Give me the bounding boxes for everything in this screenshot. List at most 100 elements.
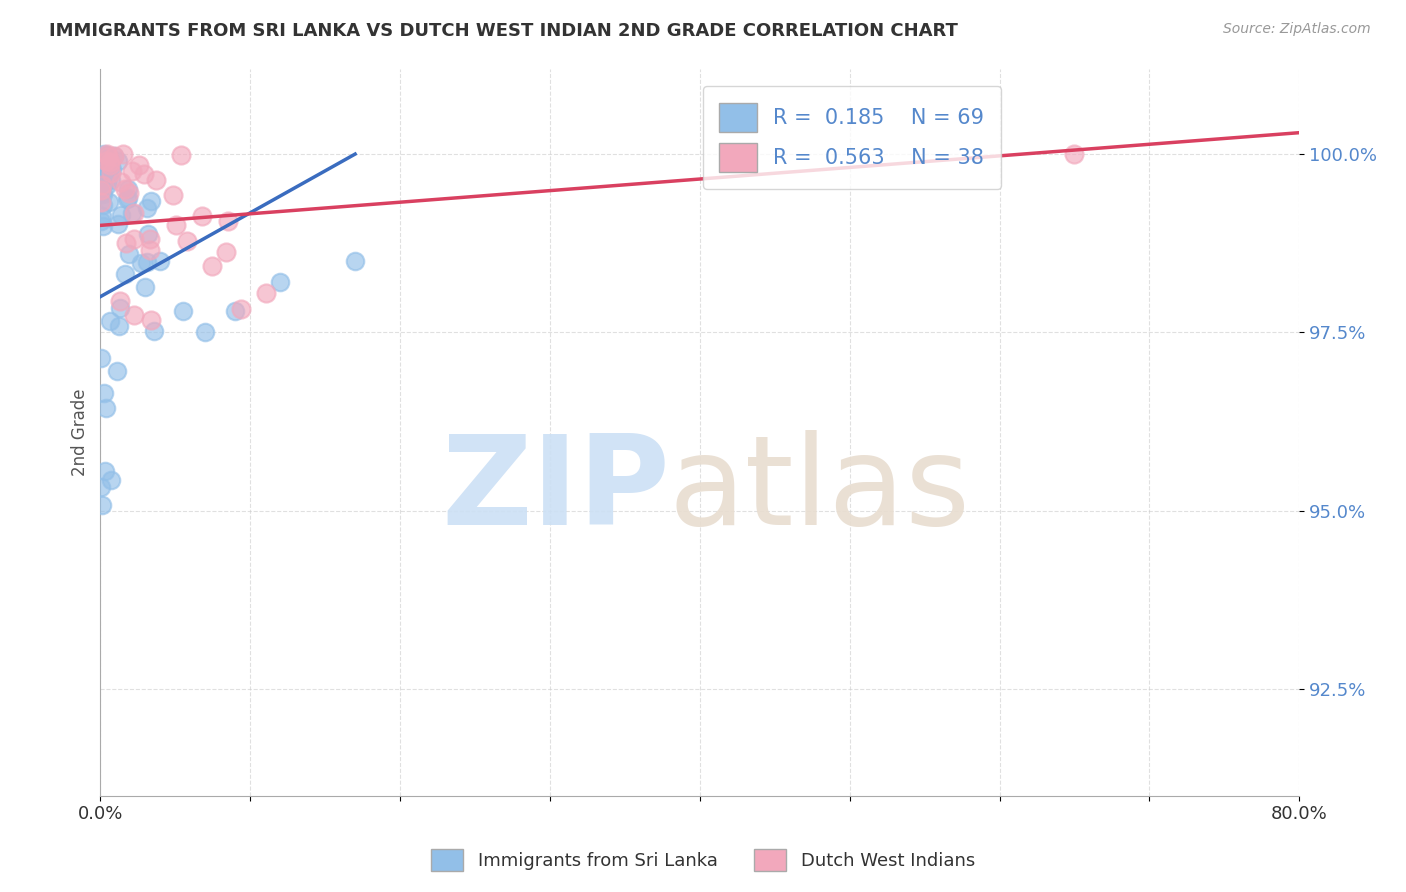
Point (115, 192, 138, 206)
Point (90, 173, 112, 187)
Point (94, 401, 117, 416)
Point (136, 227, 159, 241)
Legend: Immigrants from Sri Lanka, Dutch West Indians: Immigrants from Sri Lanka, Dutch West In… (423, 842, 983, 879)
Point (97, 149, 120, 163)
Point (90, 213, 112, 227)
Point (90, 153, 112, 167)
Point (134, 280, 156, 294)
Point (117, 191, 139, 205)
Point (90, 176, 112, 190)
Point (90, 183, 112, 197)
Point (93, 156, 115, 170)
Point (105, 364, 128, 378)
Point (110, 208, 132, 222)
Point (90, 480, 112, 494)
Point (94, 464, 117, 478)
Point (114, 182, 136, 196)
Point (96, 154, 118, 169)
Point (254, 286, 277, 301)
Point (97, 159, 120, 173)
Point (114, 267, 136, 281)
Text: ZIP: ZIP (441, 430, 671, 551)
Point (91, 198, 114, 212)
Point (132, 167, 155, 181)
Point (194, 326, 217, 340)
Point (93, 163, 115, 178)
Point (90, 159, 112, 173)
Point (90, 169, 112, 184)
Point (98, 314, 121, 328)
Point (93, 147, 115, 161)
Point (108, 318, 131, 333)
Point (91, 161, 114, 175)
Point (149, 254, 172, 268)
Point (100, 474, 122, 488)
Point (145, 173, 167, 187)
Point (122, 308, 145, 322)
Point (90, 152, 112, 166)
Point (136, 201, 159, 215)
Legend: R =  0.185    N = 69, R =  0.563    N = 38: R = 0.185 N = 69, R = 0.563 N = 38 (703, 87, 1001, 189)
Point (100, 172, 122, 186)
Point (96, 178, 118, 193)
Point (90, 186, 112, 200)
Point (117, 182, 139, 196)
Point (224, 304, 246, 318)
Point (217, 214, 239, 228)
Point (93, 219, 115, 233)
Point (91, 169, 114, 183)
Point (191, 209, 214, 223)
Text: Source: ZipAtlas.com: Source: ZipAtlas.com (1223, 22, 1371, 37)
Point (100, 159, 122, 173)
Point (91, 187, 114, 202)
Point (89, 159, 111, 173)
Point (91, 166, 114, 180)
Point (90, 194, 112, 209)
Point (93, 160, 115, 174)
Point (98, 158, 121, 172)
Point (90, 178, 112, 192)
Point (344, 254, 367, 268)
Point (141, 313, 163, 327)
Point (98, 155, 121, 169)
Point (142, 324, 165, 338)
Point (108, 301, 131, 316)
Point (103, 149, 125, 163)
Point (121, 206, 143, 220)
Point (94, 155, 117, 169)
Point (122, 232, 145, 246)
Point (110, 176, 132, 190)
Point (112, 147, 135, 161)
Point (215, 244, 238, 259)
Point (96, 147, 118, 161)
Point (121, 163, 143, 178)
Point (94, 165, 117, 179)
Point (101, 162, 124, 177)
Point (108, 293, 131, 308)
Point (93, 160, 115, 174)
Point (128, 158, 150, 172)
Point (139, 194, 162, 208)
Point (97, 194, 120, 209)
Point (201, 259, 224, 273)
Point (97, 171, 120, 186)
Point (115, 235, 138, 250)
Point (170, 148, 193, 162)
Point (107, 153, 129, 168)
Point (100, 166, 122, 180)
Point (96, 148, 118, 162)
Text: atlas: atlas (669, 430, 970, 551)
Point (118, 247, 141, 261)
Point (93, 171, 115, 186)
Point (90, 351, 112, 365)
Point (1063, 147, 1085, 161)
Point (176, 234, 198, 248)
Point (172, 304, 194, 318)
Point (165, 219, 187, 233)
Point (139, 232, 162, 246)
Point (139, 244, 162, 258)
Y-axis label: 2nd Grade: 2nd Grade (72, 388, 89, 476)
Point (107, 217, 129, 231)
Point (269, 276, 291, 290)
Point (91, 209, 114, 223)
